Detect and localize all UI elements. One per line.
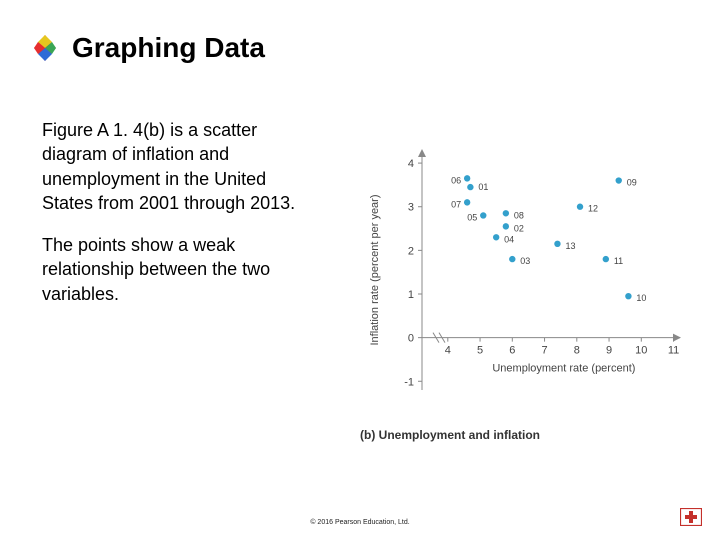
svg-text:03: 03 — [520, 256, 530, 266]
svg-text:02: 02 — [514, 223, 524, 233]
svg-text:Unemployment rate (percent): Unemployment rate (percent) — [492, 363, 635, 375]
svg-text:07: 07 — [451, 199, 461, 209]
svg-text:08: 08 — [514, 210, 524, 220]
svg-text:13: 13 — [565, 241, 575, 251]
svg-text:05: 05 — [467, 212, 477, 222]
svg-text:4: 4 — [408, 158, 414, 170]
chart-caption: (b) Unemployment and inflation — [360, 428, 540, 442]
body-text: Figure A 1. 4(b) is a scatter diagram of… — [42, 118, 322, 324]
paragraph-1: Figure A 1. 4(b) is a scatter diagram of… — [42, 118, 322, 215]
footer-plus-icon — [680, 508, 702, 526]
svg-text:06: 06 — [451, 175, 461, 185]
svg-text:11: 11 — [614, 256, 623, 266]
header-diamond-icon — [30, 33, 60, 63]
svg-text:11: 11 — [668, 345, 679, 357]
slide-title: Graphing Data — [72, 32, 265, 64]
svg-text:7: 7 — [541, 345, 547, 357]
footer-copyright: © 2016 Pearson Education, Ltd. — [0, 519, 720, 526]
svg-text:5: 5 — [477, 345, 483, 357]
scatter-chart: -1012344567891011Unemployment rate (perc… — [360, 120, 690, 460]
svg-text:4: 4 — [445, 345, 451, 357]
svg-text:9: 9 — [606, 345, 612, 357]
svg-text:3: 3 — [408, 202, 414, 214]
slide-header: Graphing Data — [0, 0, 720, 64]
svg-text:0: 0 — [408, 333, 414, 345]
svg-text:01: 01 — [478, 182, 488, 192]
svg-text:1: 1 — [408, 289, 414, 301]
paragraph-2: The points show a weak relationship betw… — [42, 233, 322, 306]
svg-text:10: 10 — [635, 345, 647, 357]
svg-text:6: 6 — [509, 345, 515, 357]
svg-text:-1: -1 — [404, 376, 414, 388]
svg-text:09: 09 — [627, 178, 637, 188]
svg-text:8: 8 — [574, 345, 580, 357]
svg-text:Inflation rate (percent per ye: Inflation rate (percent per year) — [369, 194, 381, 345]
svg-text:2: 2 — [408, 245, 414, 257]
svg-text:12: 12 — [588, 204, 598, 214]
svg-text:04: 04 — [504, 234, 514, 244]
svg-text:10: 10 — [636, 293, 646, 303]
